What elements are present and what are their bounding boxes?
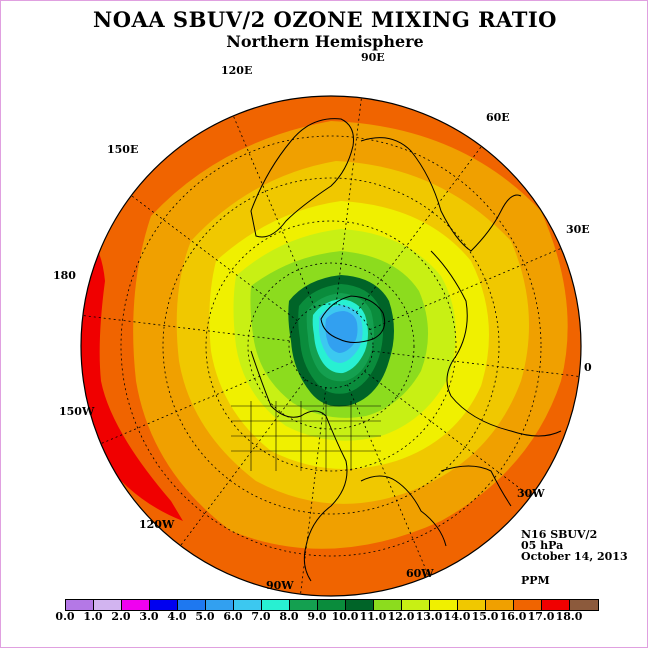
colorbar-segment	[486, 600, 514, 610]
lon-label-0: 0	[584, 361, 592, 374]
colorbar-segment	[402, 600, 430, 610]
units-label: PPM	[521, 574, 550, 587]
colorbar-segment	[542, 600, 570, 610]
lon-label-120w: 120W	[139, 518, 175, 531]
lon-label-150e: 150E	[107, 143, 138, 156]
colorbar-segment	[430, 600, 458, 610]
colorbar-segment	[206, 600, 234, 610]
colorbar-segment	[262, 600, 290, 610]
colorbar-segment	[374, 600, 402, 610]
asia-coast-outline	[250, 118, 354, 238]
pressure-level-label: 05 hPa	[521, 539, 564, 552]
colorbar-tick-label: 2.0	[111, 610, 131, 623]
lon-label-30w: 30W	[517, 487, 545, 500]
colorbar-ticks: 0.0 1.0 2.0 3.0 4.0 5.0 6.0 7.0 8.0 9.0 10.0 11.0 12…	[49, 610, 609, 624]
colorbar-tick-label: 8.0	[279, 610, 299, 623]
greenland-outline	[320, 295, 386, 343]
ozone-contour-field	[81, 96, 581, 596]
us-state-lines	[231, 401, 381, 471]
figure-subtitle: Northern Hemisphere	[226, 32, 424, 51]
colorbar	[65, 599, 599, 611]
north-america-coast-outline	[250, 350, 348, 582]
figure-title: NOAA SBUV/2 OZONE MIXING RATIO	[93, 7, 557, 32]
lon-label-60e: 60E	[486, 111, 510, 124]
colorbar-segment	[346, 600, 374, 610]
colorbar-segment	[66, 600, 94, 610]
russia-coast-outline	[360, 137, 522, 252]
lon-label-90w: 90W	[266, 579, 294, 592]
colorbar-segment	[150, 600, 178, 610]
colorbar-tick-label: 1.0	[83, 610, 103, 623]
lon-label-180: 180	[53, 269, 76, 282]
date-label: October 14, 2013	[521, 550, 628, 563]
colorbar-tick-label: 17.0	[527, 610, 555, 623]
colorbar-segment	[458, 600, 486, 610]
colorbar-tick-label: 10.0	[331, 610, 359, 623]
colorbar-segment	[234, 600, 262, 610]
colorbar-tick-label: 14.0	[443, 610, 471, 623]
colorbar-tick-label: 16.0	[499, 610, 527, 623]
colorbar-tick-label: 7.0	[251, 610, 271, 623]
lon-label-90e: 90E	[361, 51, 385, 64]
colorbar-tick-label: 11.0	[359, 610, 387, 623]
map-boundary	[80, 95, 582, 597]
satellite-label: N16 SBUV/2	[521, 528, 598, 541]
colorbar-tick-label: 12.0	[387, 610, 415, 623]
colorbar-tick-label: 4.0	[167, 610, 187, 623]
colorbar-segment	[178, 600, 206, 610]
central-america-outline	[360, 475, 447, 547]
colorbar-segment	[290, 600, 318, 610]
colorbar-tick-label: 13.0	[415, 610, 443, 623]
colorbar-tick-label: 9.0	[307, 610, 327, 623]
lon-label-120e: 120E	[221, 64, 252, 77]
europe-coast-outline	[430, 250, 562, 437]
colorbar-tick-label: 18.0	[555, 610, 583, 623]
lon-label-30e: 30E	[566, 223, 590, 236]
colorbar-tick-label: 15.0	[471, 610, 499, 623]
colorbar-segment	[514, 600, 542, 610]
colorbar-segment	[570, 600, 598, 610]
lon-label-150w: 150W	[59, 405, 95, 418]
colorbar-tick-label: 5.0	[195, 610, 215, 623]
colorbar-tick-label: 0.0	[55, 610, 75, 623]
colorbar-tick-label: 6.0	[223, 610, 243, 623]
coastlines	[231, 118, 562, 582]
africa-outline	[440, 465, 512, 507]
colorbar-segment	[122, 600, 150, 610]
lon-label-60w: 60W	[406, 567, 434, 580]
colorbar-segment	[318, 600, 346, 610]
colorbar-segment	[94, 600, 122, 610]
colorbar-tick-label: 3.0	[139, 610, 159, 623]
